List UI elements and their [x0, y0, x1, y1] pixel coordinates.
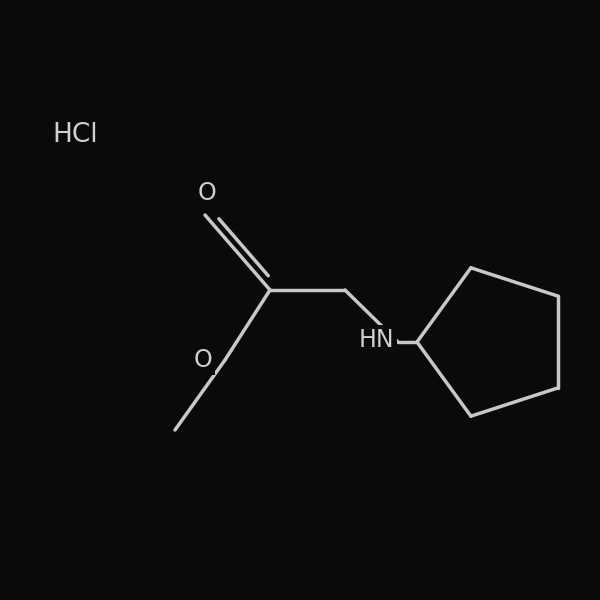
Text: O: O	[197, 181, 217, 205]
Text: HCl: HCl	[52, 122, 98, 148]
Text: O: O	[194, 348, 212, 372]
Text: HN: HN	[358, 328, 394, 352]
